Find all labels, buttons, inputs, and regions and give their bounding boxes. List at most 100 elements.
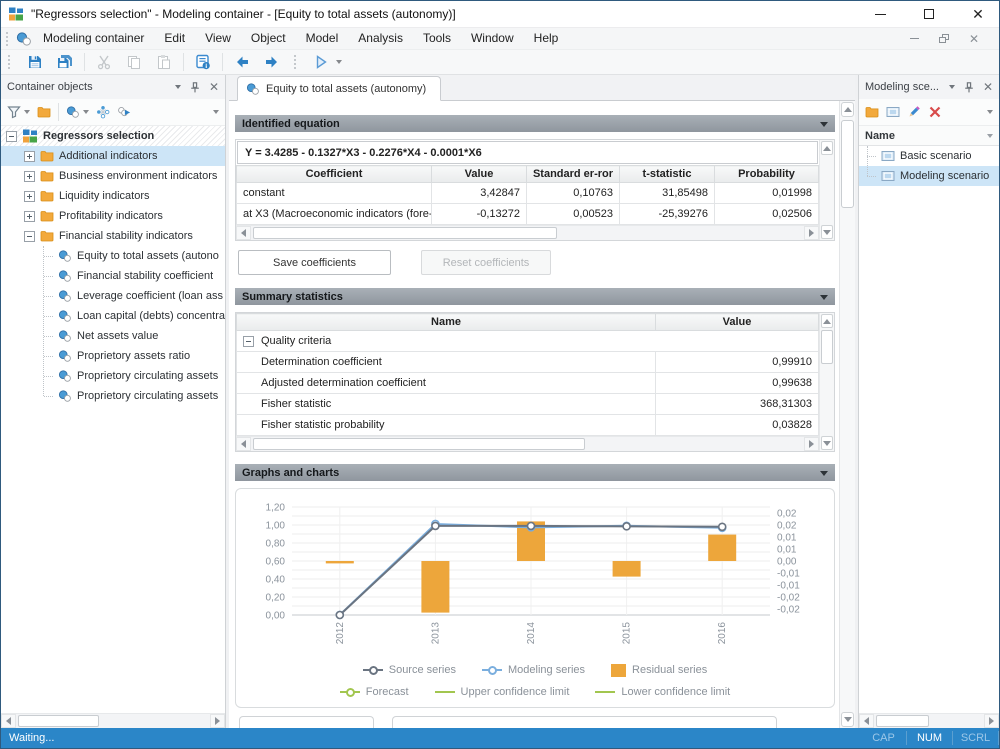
scenario-icon[interactable] xyxy=(886,105,900,119)
left-toolbar-overflow-caret[interactable] xyxy=(213,110,219,114)
edit-pencil-icon[interactable] xyxy=(907,105,921,119)
group-row[interactable]: Quality criteria xyxy=(235,330,819,352)
table-row[interactable]: constant 3,42847 0,10763 31,85498 0,0199… xyxy=(236,182,819,204)
table-row[interactable]: Adjusted determination coefficient 0,996… xyxy=(235,372,819,394)
scenario-modeling[interactable]: Modeling scenario xyxy=(859,166,999,186)
close-button[interactable]: ✕ xyxy=(957,1,999,27)
col-t-statistic[interactable]: t-statistic xyxy=(619,165,715,183)
scroll-left-button[interactable] xyxy=(859,714,874,728)
model-icon[interactable] xyxy=(66,105,80,119)
link-model-icon[interactable] xyxy=(117,105,131,119)
scroll-left-button[interactable] xyxy=(1,714,16,728)
delete-icon[interactable] xyxy=(928,105,942,119)
toolbar-grip[interactable] xyxy=(8,55,13,69)
mdi-minimize-button[interactable] xyxy=(909,38,919,39)
legend-forecast[interactable]: Forecast xyxy=(339,686,409,698)
tree-folder-profitability[interactable]: Profitability indicators xyxy=(1,206,225,226)
back-button[interactable] xyxy=(231,51,253,73)
left-splitter[interactable] xyxy=(226,75,229,728)
report-button[interactable] xyxy=(192,51,214,73)
legend-upper-confidence[interactable]: Upper confidence limit xyxy=(434,686,569,698)
menu-modeling-container[interactable]: Modeling container xyxy=(43,31,145,45)
tree-leaf-net-assets-value[interactable]: Net assets value xyxy=(1,326,225,346)
summary-hscrollbar[interactable] xyxy=(236,436,819,451)
left-panel-hscrollbar[interactable] xyxy=(1,713,225,728)
expand-expander-icon[interactable] xyxy=(24,190,35,202)
panel-menu-caret-icon[interactable] xyxy=(174,85,181,89)
run-dropdown-caret[interactable] xyxy=(336,60,342,64)
table-row[interactable]: Determination coefficient 0,99910 xyxy=(235,351,819,373)
summary-statistics-header[interactable]: Summary statistics xyxy=(235,288,835,305)
scroll-left-button[interactable] xyxy=(236,437,251,451)
reset-coefficients-button[interactable]: Reset coefficients xyxy=(421,250,551,275)
menu-object[interactable]: Object xyxy=(250,31,286,45)
scroll-up-button[interactable] xyxy=(841,102,854,117)
collapse-section-icon[interactable] xyxy=(820,118,828,130)
expand-expander-icon[interactable] xyxy=(24,210,35,222)
pin-icon[interactable] xyxy=(964,81,974,93)
save-button[interactable] xyxy=(24,51,46,73)
panel-menu-caret-icon[interactable] xyxy=(948,85,955,89)
identified-equation-header[interactable]: Identified equation xyxy=(235,115,835,132)
clipped-field[interactable] xyxy=(392,716,777,728)
tree-leaf-proprietory-circulating-2[interactable]: Proprietory circulating assets xyxy=(1,386,225,406)
scroll-down-button[interactable] xyxy=(821,225,833,239)
paste-button[interactable] xyxy=(153,51,175,73)
mdi-close-button[interactable]: ✕ xyxy=(968,31,979,46)
coefficients-vscrollbar[interactable] xyxy=(819,140,834,240)
clipped-button[interactable] xyxy=(239,716,374,728)
model-chart[interactable]: 0,00 0,20 0,40 0,60 0,80 1,00 1,20 0,02 0,02 0,01… xyxy=(235,488,835,708)
collapse-section-icon[interactable] xyxy=(820,467,828,479)
legend-modeling-series[interactable]: Modeling series xyxy=(482,664,585,676)
col-standard-error[interactable]: Standard er-ror xyxy=(526,165,620,183)
save-all-button[interactable] xyxy=(54,51,76,73)
scroll-left-button[interactable] xyxy=(236,226,251,240)
scroll-up-button[interactable] xyxy=(821,141,833,155)
menu-tools[interactable]: Tools xyxy=(422,31,451,45)
menu-edit[interactable]: Edit xyxy=(164,31,186,45)
col-coefficient[interactable]: Coefficient xyxy=(236,165,432,183)
expand-expander-icon[interactable] xyxy=(24,170,35,182)
scroll-down-button[interactable] xyxy=(821,436,833,450)
mdi-restore-button[interactable] xyxy=(938,34,949,43)
scroll-right-button[interactable] xyxy=(804,437,819,451)
legend-lower-confidence[interactable]: Lower confidence limit xyxy=(595,686,730,698)
maximize-button[interactable] xyxy=(908,1,950,27)
tree-leaf-proprietory-assets-ratio[interactable]: Proprietory assets ratio xyxy=(1,346,225,366)
collapse-expander-icon[interactable] xyxy=(243,335,254,347)
panel-close-icon[interactable]: ✕ xyxy=(208,80,219,94)
right-panel-hscrollbar[interactable] xyxy=(859,713,999,728)
panel-close-icon[interactable]: ✕ xyxy=(982,80,993,94)
summary-vscrollbar[interactable] xyxy=(819,313,834,451)
menubar-grip[interactable] xyxy=(6,31,11,46)
tree-root-item[interactable]: Regressors selection xyxy=(1,126,225,146)
cluster-icon[interactable] xyxy=(96,105,110,119)
table-row[interactable]: Fisher statistic probability 0,03828 xyxy=(235,414,819,436)
cut-button[interactable] xyxy=(93,51,115,73)
scroll-up-button[interactable] xyxy=(821,314,833,328)
menu-view[interactable]: View xyxy=(205,31,231,45)
run-button[interactable] xyxy=(310,51,332,73)
tree-leaf-financial-stability-coefficient[interactable]: Financial stability coefficient xyxy=(1,266,225,286)
menu-help[interactable]: Help xyxy=(533,31,559,45)
menu-analysis[interactable]: Analysis xyxy=(358,31,403,45)
scenario-name-column-header[interactable]: Name xyxy=(859,126,999,146)
tree-leaf-leverage-coefficient[interactable]: Leverage coefficient (loan ass xyxy=(1,286,225,306)
table-row[interactable]: Fisher statistic 368,31303 xyxy=(235,393,819,415)
col-probability[interactable]: Probability xyxy=(714,165,819,183)
right-toolbar-overflow-caret[interactable] xyxy=(987,110,993,114)
tree-folder-financial-stability[interactable]: Financial stability indicators xyxy=(1,226,225,246)
tree-leaf-loan-capital-concentration[interactable]: Loan capital (debts) concentra xyxy=(1,306,225,326)
collapse-expander-icon[interactable] xyxy=(6,130,17,142)
model-dropdown-caret[interactable] xyxy=(83,110,89,114)
menu-model[interactable]: Model xyxy=(305,31,339,45)
tree-folder-business-environment[interactable]: Business environment indicators xyxy=(1,166,225,186)
graphs-and-charts-header[interactable]: Graphs and charts xyxy=(235,464,835,481)
right-splitter[interactable] xyxy=(855,75,858,728)
scenario-basic[interactable]: Basic scenario xyxy=(859,146,999,166)
pin-icon[interactable] xyxy=(190,81,200,93)
forward-button[interactable] xyxy=(261,51,283,73)
tree-folder-liquidity[interactable]: Liquidity indicators xyxy=(1,186,225,206)
col-value[interactable]: Value xyxy=(655,313,819,331)
col-name[interactable]: Name xyxy=(235,313,657,331)
